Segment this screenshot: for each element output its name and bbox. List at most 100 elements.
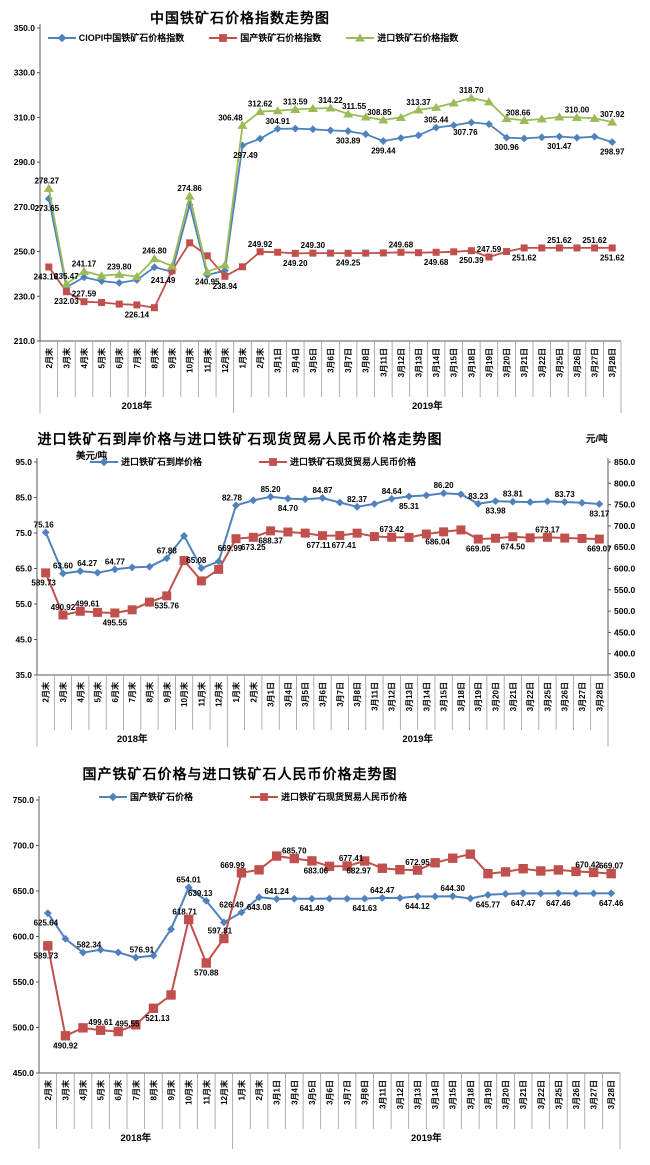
svg-text:673.25: 673.25 [241, 543, 266, 552]
svg-text:677.11: 677.11 [306, 541, 331, 550]
svg-text:672.95: 672.95 [405, 858, 430, 867]
svg-text:495.55: 495.55 [115, 1020, 140, 1029]
svg-text:570.88: 570.88 [194, 968, 219, 977]
svg-text:647.46: 647.46 [599, 899, 624, 908]
svg-text:270.0: 270.0 [14, 202, 36, 212]
svg-text:674.50: 674.50 [501, 542, 526, 551]
legend-label: 国产铁矿石价格指数 [240, 33, 322, 43]
svg-text:700.0: 700.0 [614, 521, 636, 531]
svg-text:3月19日: 3月19日 [484, 1080, 493, 1109]
svg-text:300.96: 300.96 [494, 143, 519, 152]
svg-text:9月末: 9月末 [162, 682, 172, 702]
svg-text:83.17: 83.17 [589, 509, 610, 518]
svg-text:3月19日: 3月19日 [474, 682, 483, 711]
svg-text:310.00: 310.00 [565, 105, 590, 114]
chart-legend: 国产铁矿石价格 进口铁矿石现货贸易人民币价格 [0, 790, 505, 803]
svg-text:313.59: 313.59 [283, 97, 308, 106]
svg-text:686.04: 686.04 [425, 537, 450, 546]
svg-text:3月27日: 3月27日 [591, 348, 600, 377]
svg-text:3月8日: 3月8日 [361, 1080, 370, 1105]
svg-text:278.27: 278.27 [35, 176, 60, 185]
svg-text:682.97: 682.97 [346, 866, 371, 875]
svg-text:3月11日: 3月11日 [378, 1080, 387, 1109]
svg-text:490.92: 490.92 [53, 1041, 78, 1050]
svg-text:249.92: 249.92 [248, 240, 273, 249]
svg-text:11月末: 11月末 [196, 682, 206, 706]
svg-text:64.77: 64.77 [105, 557, 126, 566]
cif-vs-rmb-chart-canvas: 95.0 85.0 75.0 65.0 55.0 45.0 35.0 850.0 800.0 75… [15, 457, 636, 747]
svg-text:1月末: 1月末 [231, 682, 241, 702]
left-axis-unit: 美元/吨 [76, 451, 108, 462]
svg-text:1月末: 1月末 [237, 348, 247, 368]
svg-text:3月22日: 3月22日 [526, 682, 535, 711]
cif-vs-rmb-chart-section: 进口铁矿石到岸价格与进口铁矿石现货贸易人民币价格走势图 美元/吨 元/吨 进口铁… [0, 425, 650, 757]
svg-text:670.42: 670.42 [575, 860, 600, 869]
svg-text:318.70: 318.70 [459, 86, 484, 95]
svg-text:35.0: 35.0 [15, 670, 32, 680]
svg-text:95.0: 95.0 [15, 457, 32, 467]
svg-text:650.0: 650.0 [614, 542, 636, 552]
svg-text:2019年: 2019年 [402, 733, 433, 745]
svg-text:3月末: 3月末 [61, 348, 71, 368]
svg-text:3月8日: 3月8日 [353, 682, 362, 707]
svg-text:5月末: 5月末 [96, 1080, 106, 1100]
svg-text:311.55: 311.55 [342, 102, 367, 111]
svg-text:1月末: 1月末 [236, 1080, 246, 1100]
svg-text:10月末: 10月末 [184, 1080, 194, 1105]
svg-text:2月末: 2月末 [41, 682, 51, 702]
svg-text:3月21日: 3月21日 [509, 682, 518, 711]
svg-text:3月26日: 3月26日 [572, 1080, 581, 1109]
svg-text:639.13: 639.13 [188, 889, 213, 898]
svg-text:7月末: 7月末 [132, 348, 142, 368]
right-axis-unit: 元/吨 [586, 434, 608, 445]
svg-text:3月4日: 3月4日 [290, 1080, 299, 1105]
svg-text:490.92: 490.92 [51, 603, 76, 612]
svg-text:241.49: 241.49 [151, 276, 176, 285]
svg-text:3月末: 3月末 [58, 682, 68, 702]
svg-text:673.42: 673.42 [379, 525, 404, 534]
svg-text:3月13日: 3月13日 [414, 1080, 423, 1109]
svg-text:750.0: 750.0 [13, 795, 35, 805]
legend-item-rmb-price: 进口铁矿石现货贸易人民币价格 [249, 790, 407, 803]
legend-label: 进口铁矿石价格指数 [377, 33, 459, 43]
svg-text:3月12日: 3月12日 [388, 682, 397, 711]
svg-text:250.39: 250.39 [459, 256, 484, 265]
svg-text:3月12日: 3月12日 [397, 348, 406, 377]
square-series-marker-icon [208, 33, 238, 43]
legend-label: 进口铁矿石现货贸易人民币价格 [281, 792, 408, 802]
svg-text:350.0: 350.0 [14, 23, 36, 33]
svg-text:12月末: 12月末 [214, 682, 224, 707]
svg-text:3月28日: 3月28日 [608, 348, 617, 377]
svg-text:7月末: 7月末 [127, 682, 137, 702]
svg-text:210.0: 210.0 [14, 336, 36, 346]
svg-text:232.03: 232.03 [54, 297, 79, 306]
diamond-series-marker-icon [98, 792, 128, 802]
svg-text:521.13: 521.13 [145, 1014, 170, 1023]
svg-text:85.20: 85.20 [261, 485, 282, 494]
svg-text:677.41: 677.41 [339, 854, 364, 863]
svg-text:3月5日: 3月5日 [301, 682, 310, 707]
svg-text:3月25日: 3月25日 [543, 682, 552, 711]
svg-text:3月5日: 3月5日 [309, 348, 318, 373]
svg-text:3月14日: 3月14日 [422, 682, 431, 711]
svg-text:239.80: 239.80 [107, 262, 132, 271]
svg-text:2月末: 2月末 [248, 682, 258, 702]
svg-text:3月25日: 3月25日 [555, 348, 564, 377]
svg-text:307.92: 307.92 [600, 110, 625, 119]
legend-item-import-index: 进口铁矿石价格指数 [345, 31, 458, 44]
svg-text:83.73: 83.73 [555, 490, 576, 499]
square-series-marker-icon [258, 457, 288, 467]
svg-text:3月1日: 3月1日 [274, 348, 283, 373]
svg-text:85.0: 85.0 [15, 493, 32, 503]
svg-text:3月15日: 3月15日 [449, 1080, 458, 1109]
svg-text:669.05: 669.05 [466, 545, 491, 554]
legend-item-ciopi: CIOPI中国铁矿石价格指数 [47, 31, 184, 44]
svg-text:3月6日: 3月6日 [327, 348, 336, 373]
svg-text:3月11日: 3月11日 [370, 682, 379, 711]
svg-text:249.20: 249.20 [283, 259, 308, 268]
svg-text:243.10: 243.10 [34, 272, 59, 281]
svg-text:2月末: 2月末 [43, 1080, 53, 1100]
svg-text:84.64: 84.64 [382, 487, 403, 496]
svg-text:8月末: 8月末 [149, 348, 159, 368]
